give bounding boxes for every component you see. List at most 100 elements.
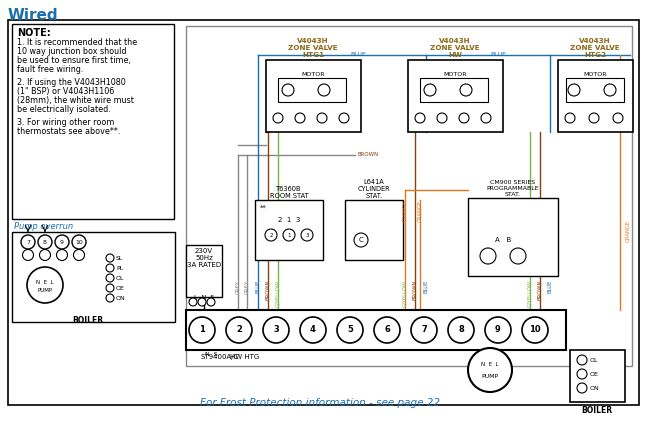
Text: 6: 6: [384, 325, 390, 335]
Circle shape: [265, 229, 277, 241]
Circle shape: [189, 317, 215, 343]
Circle shape: [72, 235, 86, 249]
Text: BLUE: BLUE: [490, 52, 506, 57]
Text: BLUE: BLUE: [256, 280, 261, 293]
Text: Wired: Wired: [8, 8, 59, 23]
Circle shape: [460, 84, 472, 96]
Text: 2  1  3: 2 1 3: [278, 217, 300, 223]
Text: (1" BSP) or V4043H1106: (1" BSP) or V4043H1106: [17, 87, 115, 96]
Text: be electrically isolated.: be electrically isolated.: [17, 105, 111, 114]
Text: MOTOR: MOTOR: [302, 71, 325, 76]
Text: PUMP: PUMP: [481, 373, 499, 379]
Circle shape: [21, 235, 35, 249]
Bar: [12, 24, 174, 219]
Text: BROWN: BROWN: [538, 280, 542, 300]
Bar: [468, 198, 558, 276]
Text: MOTOR: MOTOR: [443, 71, 466, 76]
Bar: [255, 200, 323, 260]
Circle shape: [301, 229, 313, 241]
Text: 4: 4: [310, 325, 316, 335]
Text: 7: 7: [421, 325, 427, 335]
Circle shape: [481, 113, 491, 123]
Text: V4043H
ZONE VALVE
HTG2: V4043H ZONE VALVE HTG2: [570, 38, 620, 58]
Text: MOTOR: MOTOR: [583, 71, 607, 76]
Circle shape: [207, 298, 215, 306]
Text: V4043H
ZONE VALVE
HTG1: V4043H ZONE VALVE HTG1: [288, 38, 338, 58]
Circle shape: [27, 267, 63, 303]
Text: A   B: A B: [495, 237, 511, 243]
Text: 2: 2: [269, 233, 273, 238]
Text: N  E  L: N E L: [481, 362, 499, 368]
Text: 230V
50Hz
3A RATED: 230V 50Hz 3A RATED: [187, 248, 221, 268]
Text: ORANGE: ORANGE: [626, 220, 630, 242]
Text: 10: 10: [529, 325, 541, 335]
Circle shape: [480, 248, 496, 264]
Text: 10: 10: [75, 240, 83, 244]
Bar: [278, 78, 346, 102]
Circle shape: [106, 284, 114, 292]
Text: OL: OL: [590, 357, 598, 362]
Text: 9: 9: [495, 325, 501, 335]
Circle shape: [38, 235, 52, 249]
Circle shape: [510, 248, 526, 264]
Text: V4043H
ZONE VALVE
HW: V4043H ZONE VALVE HW: [430, 38, 480, 58]
Circle shape: [337, 317, 363, 343]
Text: 8: 8: [458, 325, 464, 335]
Text: BLUE: BLUE: [547, 280, 553, 293]
Circle shape: [415, 113, 425, 123]
Circle shape: [589, 113, 599, 123]
Circle shape: [448, 317, 474, 343]
Bar: [186, 310, 566, 350]
Text: GREY: GREY: [245, 280, 250, 294]
Circle shape: [318, 84, 330, 96]
Circle shape: [522, 317, 548, 343]
Circle shape: [198, 298, 206, 306]
Circle shape: [459, 113, 469, 123]
Circle shape: [374, 317, 400, 343]
Text: HW HTG: HW HTG: [230, 354, 259, 360]
Text: (28mm), the white wire must: (28mm), the white wire must: [17, 96, 134, 105]
Text: BROWN: BROWN: [413, 280, 417, 300]
Circle shape: [424, 84, 436, 96]
Text: BLUE: BLUE: [424, 280, 428, 293]
Text: ST9400A/C: ST9400A/C: [200, 354, 238, 360]
Text: ORANGE: ORANGE: [402, 200, 408, 222]
Text: BROWN: BROWN: [358, 152, 379, 157]
Circle shape: [411, 317, 437, 343]
Text: 7: 7: [26, 240, 30, 244]
Circle shape: [295, 113, 305, 123]
Circle shape: [106, 264, 114, 272]
Text: 9: 9: [60, 240, 64, 244]
Bar: [186, 26, 632, 366]
Circle shape: [468, 348, 512, 392]
Circle shape: [339, 113, 349, 123]
Text: T6360B
ROOM STAT: T6360B ROOM STAT: [270, 186, 309, 199]
Bar: [12, 232, 175, 322]
Text: BOILER: BOILER: [582, 406, 613, 415]
Bar: [345, 200, 403, 260]
Bar: [408, 60, 503, 132]
Text: OL: OL: [116, 276, 124, 281]
Circle shape: [437, 113, 447, 123]
Circle shape: [23, 249, 34, 260]
Circle shape: [106, 254, 114, 262]
Text: 2: 2: [236, 325, 242, 335]
Text: CM900 SERIES
PROGRAMMABLE
STAT.: CM900 SERIES PROGRAMMABLE STAT.: [487, 180, 540, 197]
Text: **: **: [260, 205, 267, 211]
Circle shape: [568, 84, 580, 96]
Circle shape: [283, 229, 295, 241]
Text: G/YELLOW: G/YELLOW: [276, 280, 281, 307]
Text: L  N  E: L N E: [194, 295, 214, 300]
Text: 1: 1: [287, 233, 291, 238]
Circle shape: [613, 113, 623, 123]
Circle shape: [577, 355, 587, 365]
Circle shape: [189, 298, 197, 306]
Circle shape: [354, 233, 368, 247]
Text: GREY: GREY: [236, 280, 241, 294]
Text: be used to ensure first time,: be used to ensure first time,: [17, 56, 131, 65]
Text: BROWN: BROWN: [265, 280, 270, 300]
Text: Pump overrun: Pump overrun: [14, 222, 73, 231]
Circle shape: [577, 369, 587, 379]
Circle shape: [39, 249, 50, 260]
Text: N  S: N S: [205, 352, 217, 357]
